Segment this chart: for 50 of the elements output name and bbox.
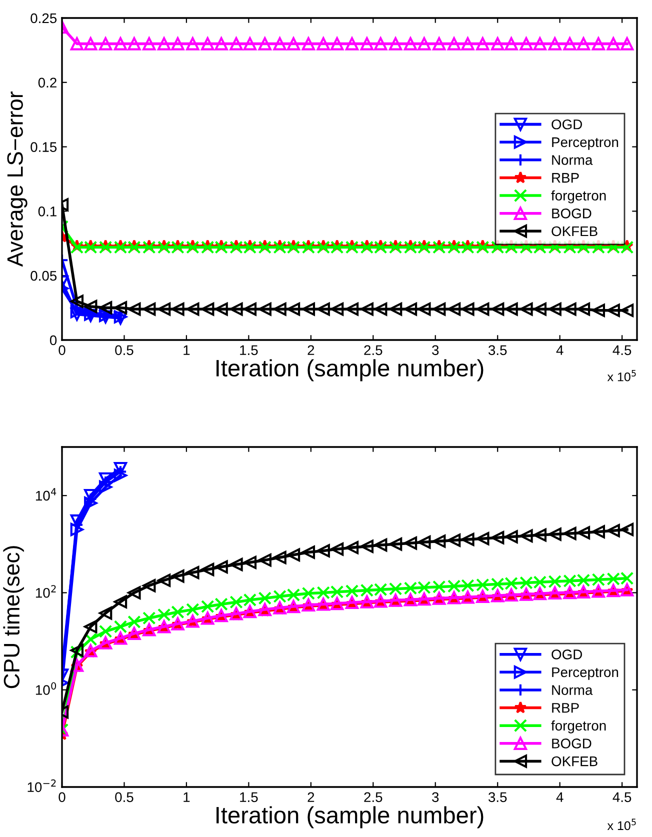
x-tick-label: 4.5 (612, 345, 632, 356)
x-tick-label: 1 (184, 792, 190, 802)
legend-label: OKFEB (552, 226, 598, 236)
legend-label: OGD (552, 650, 582, 660)
legend-label: BOGD (552, 738, 592, 748)
legend-label: forgetron (551, 190, 606, 204)
x-axis-title: Iteration (sample number) (216, 806, 484, 828)
x-tick-label: 0.5 (115, 792, 134, 802)
x-tick-label: 2 (308, 792, 314, 802)
x-tick-label: 1.5 (240, 345, 258, 356)
legend-label: BOGD (552, 208, 592, 218)
text: x 10$^{5}$ (607, 818, 636, 830)
y-tick-label: 0.25 (30, 13, 57, 24)
x-axis-title: Iteration (sample number) (216, 359, 484, 382)
legend-label: forgetron (551, 720, 606, 734)
x-tick-label: 3.5 (488, 792, 507, 802)
y-axis-title: CPU time(sec) (3, 546, 24, 688)
legend-label: RBP (552, 173, 579, 183)
y-tick-label: 0.2 (38, 78, 56, 88)
legend-label: Perceptron (552, 137, 618, 150)
legend-label: OGD (552, 119, 582, 130)
x-tick-label: 0 (58, 345, 66, 356)
x-tick-label: 2.5 (364, 792, 382, 802)
x-tick-label: 3.5 (488, 345, 507, 356)
y-tick-label: 10$^{0}$ (36, 682, 56, 695)
y-tick-label: 0.15 (30, 142, 57, 152)
x-tick-label: 1 (184, 345, 190, 355)
y-tick-label: 0.05 (30, 270, 57, 281)
x-tick-label: 4.5 (612, 792, 632, 802)
x-tick-label: 3 (432, 792, 439, 802)
legend-label: Norma (552, 685, 593, 695)
text: x 10$^{5}$ (607, 370, 636, 382)
legend-label: Norma (552, 155, 593, 165)
legend-label: OKFEB (552, 756, 598, 766)
x-tick-label: 2 (308, 345, 314, 355)
y-tick-label: 0 (50, 335, 57, 346)
legend-label: RBP (552, 703, 579, 713)
x-tick-label: 4 (556, 345, 564, 355)
x-tick-label: 1.5 (240, 792, 258, 802)
y-tick-label: 10$^{−2}$ (28, 779, 56, 792)
legend-label: Perceptron (552, 667, 618, 680)
x-tick-label: 3 (432, 345, 439, 356)
y-tick-label: 0.1 (38, 206, 56, 216)
x-tick-label: 2.5 (364, 345, 382, 356)
y-axis-title: Average LS−error (7, 92, 28, 267)
x-tick-label: 0 (58, 792, 66, 802)
y-tick-label: 10$^{2}$ (36, 585, 56, 598)
y-tick-label: 10$^{4}$ (36, 488, 56, 501)
x-tick-label: 0.5 (115, 345, 134, 356)
x-tick-label: 4 (556, 792, 564, 802)
